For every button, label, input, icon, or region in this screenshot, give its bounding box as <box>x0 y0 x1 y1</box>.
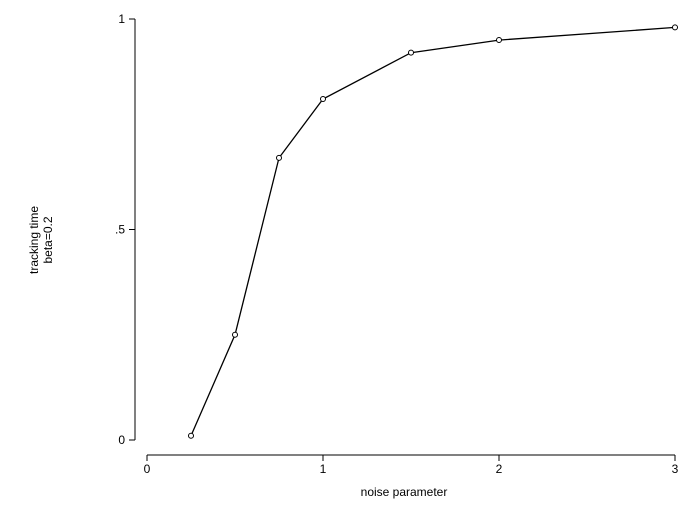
axes <box>134 19 675 456</box>
series-line <box>190 26 676 437</box>
data-point <box>232 331 238 338</box>
x-tick-label: 1 <box>320 462 327 476</box>
x-tick-label: 0 <box>144 462 151 476</box>
data-point <box>672 24 678 31</box>
data-point <box>320 95 326 102</box>
x-tick-label: 2 <box>496 462 503 476</box>
x-axis-label: noise parameter <box>361 485 448 499</box>
y-axis-label-line-2: beta=0.2 <box>41 216 55 263</box>
x-tick-label: 3 <box>672 462 679 476</box>
data-point <box>276 154 282 161</box>
y-tick-label: 0 <box>118 433 125 447</box>
y-tick-label: .5 <box>115 223 125 237</box>
y-axis-label-line-1: tracking time <box>27 206 41 274</box>
series <box>188 24 678 439</box>
y-ticks: 0.51 <box>115 12 135 447</box>
x-ticks: 0 1 2 3 <box>144 455 679 476</box>
data-point <box>408 49 414 56</box>
data-point <box>496 37 502 44</box>
y-axis-label: tracking time beta=0.2 <box>27 206 55 274</box>
y-tick-label: 1 <box>118 12 125 26</box>
data-point <box>188 432 194 439</box>
